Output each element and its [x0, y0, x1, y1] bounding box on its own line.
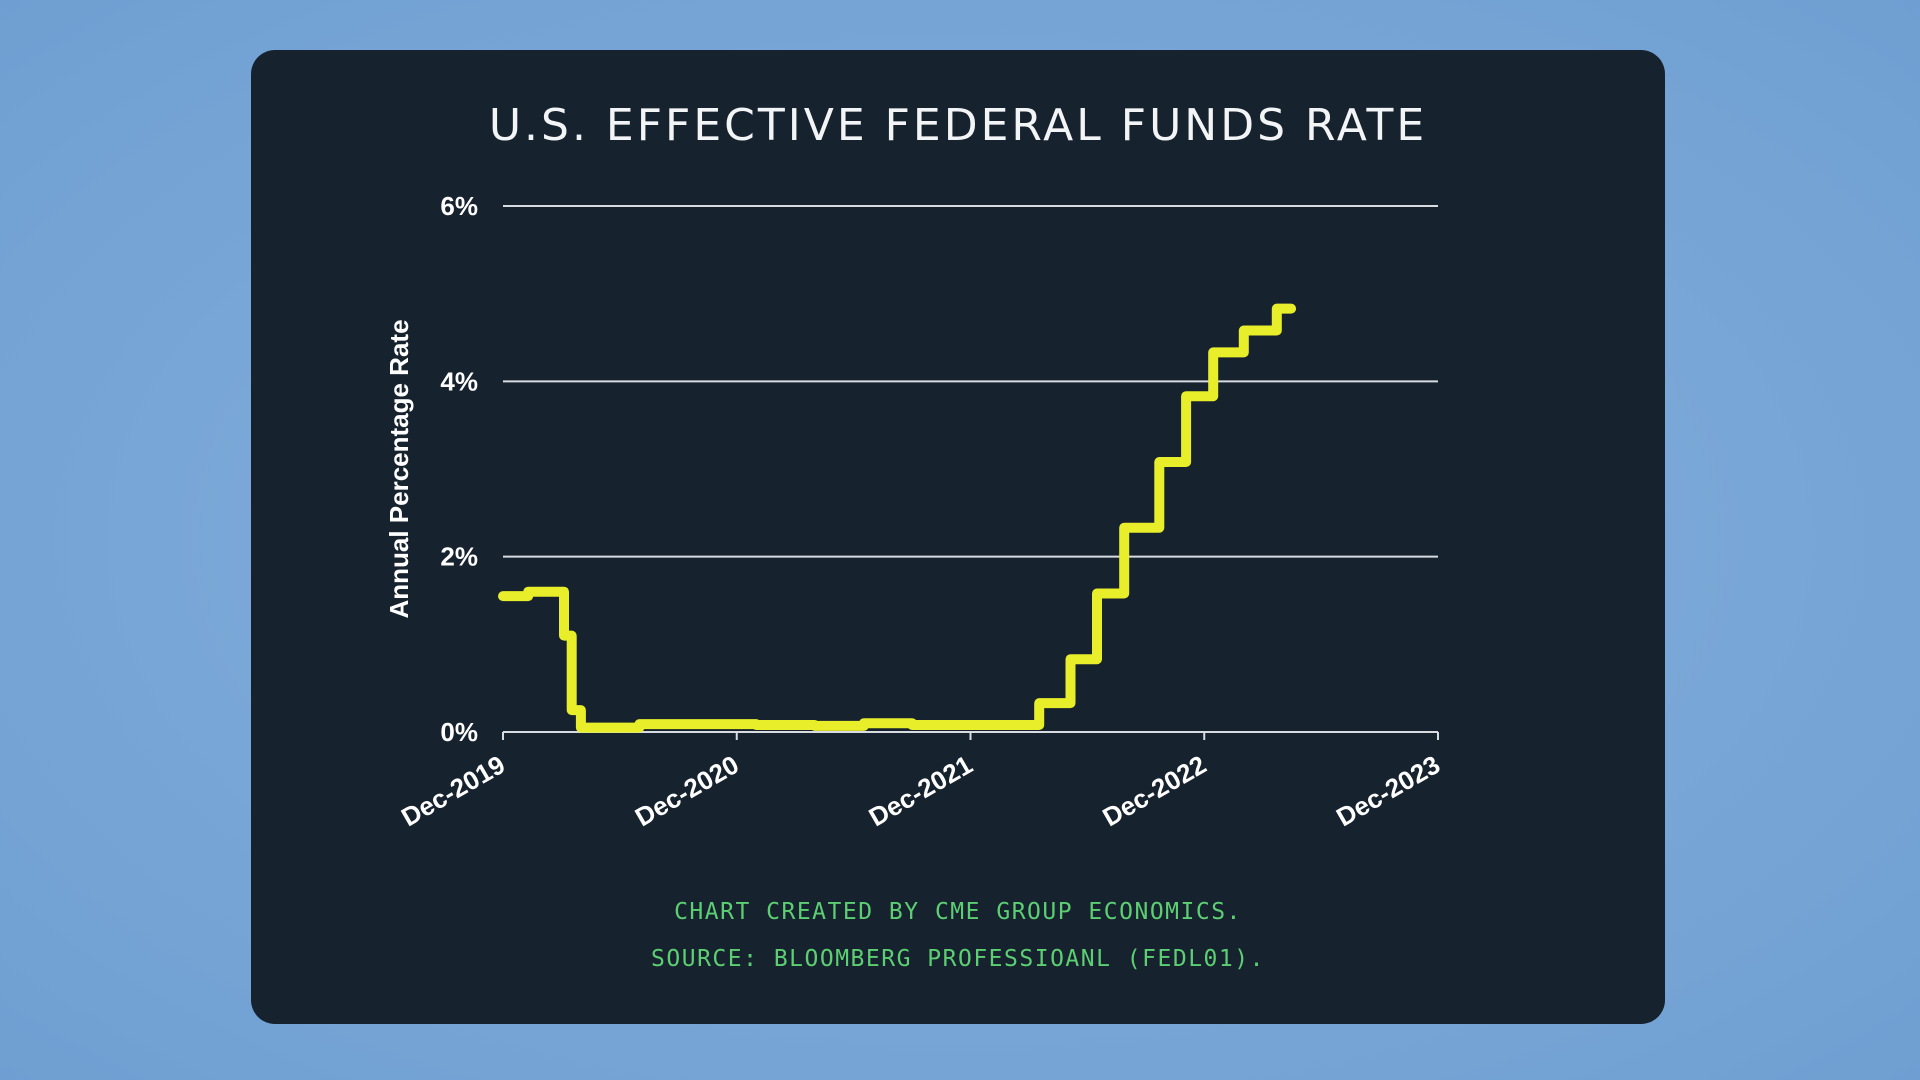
x-tick-label: Dec-2023 — [1331, 749, 1445, 832]
footer-credit: CHART CREATED BY CME GROUP ECONOMICS. — [674, 899, 1242, 925]
y-tick-label: 0% — [440, 717, 478, 747]
footer-source: SOURCE: BLOOMBERG PROFESSIOANL (FEDL01). — [651, 946, 1265, 972]
x-tick-label: Dec-2022 — [1097, 749, 1211, 832]
x-tick-label: Dec-2020 — [630, 749, 744, 832]
y-axis-label: Annual Percentage Rate — [384, 319, 414, 618]
y-tick-label: 2% — [440, 542, 478, 572]
x-tick-label: Dec-2021 — [864, 749, 978, 832]
y-tick-label: 6% — [440, 191, 478, 221]
y-tick-label: 4% — [440, 366, 478, 396]
rate-line — [498, 303, 1297, 733]
chart-card — [251, 50, 1665, 1024]
chart-title: U.S. EFFECTIVE FEDERAL FUNDS RATE — [488, 100, 1428, 151]
x-tick-label: Dec-2019 — [396, 749, 510, 832]
